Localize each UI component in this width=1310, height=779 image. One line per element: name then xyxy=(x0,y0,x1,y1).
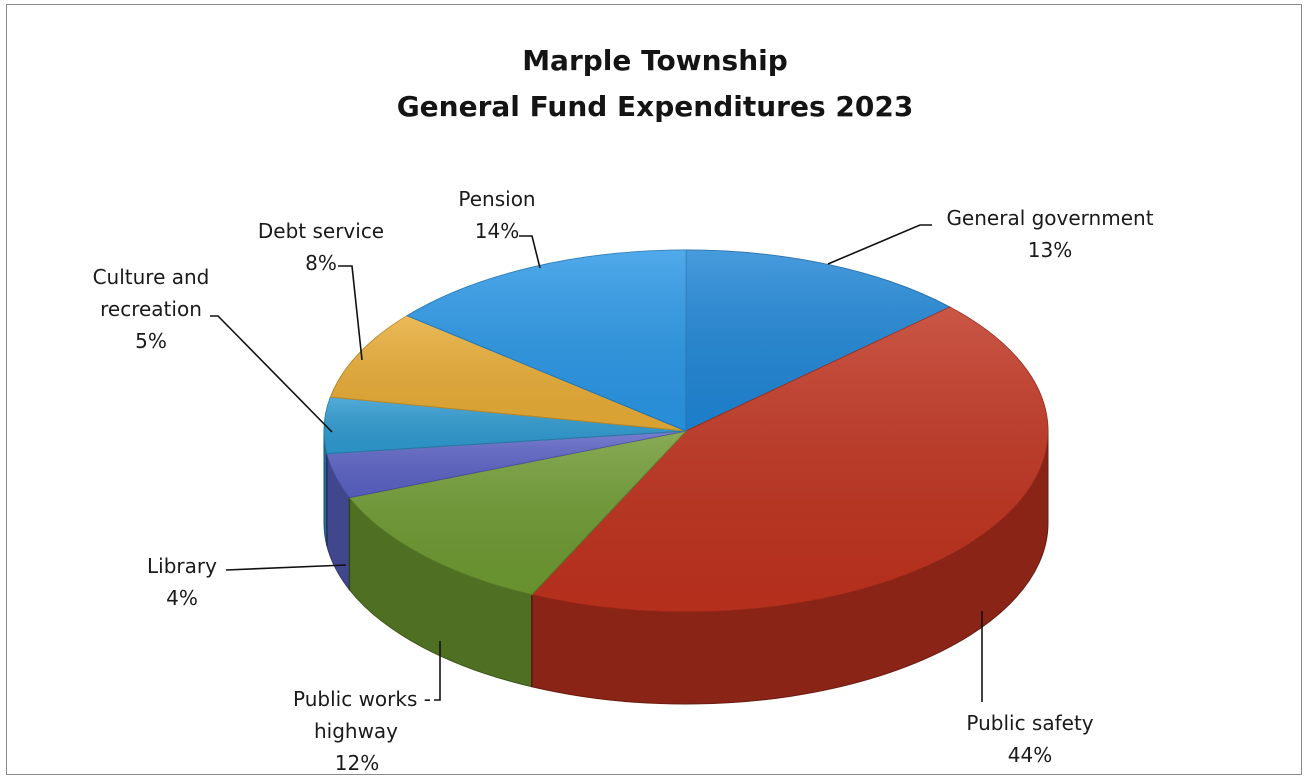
data-label-0-line-1: 13% xyxy=(1028,238,1072,262)
leader-line-4 xyxy=(210,315,333,433)
slice-shade-6 xyxy=(407,250,686,431)
leader-lines xyxy=(210,224,983,702)
data-label-4-line-1: recreation xyxy=(100,297,202,321)
data-label-6-line-1: 14% xyxy=(475,219,519,243)
leader-line-5 xyxy=(338,265,363,361)
data-label-5-line-1: 8% xyxy=(305,251,337,275)
data-label-1-line-0: Public safety xyxy=(966,711,1093,735)
leader-line-6 xyxy=(519,235,541,269)
leader-line-2 xyxy=(434,641,441,701)
slice-shade-2 xyxy=(349,431,686,595)
slice-shade-4 xyxy=(324,397,686,454)
slice-shade-0 xyxy=(686,250,950,431)
data-label-0-line-0: General government xyxy=(946,206,1153,230)
data-label-5-line-0: Debt service xyxy=(258,219,384,243)
chart-subtitle: General Fund Expenditures 2023 xyxy=(396,90,914,123)
data-labels: General government 13% Public safety 44% Pub… xyxy=(93,187,1154,775)
slice-shade-5 xyxy=(330,315,686,431)
data-label-4-line-0: Culture and xyxy=(93,265,210,289)
slice-shade-3 xyxy=(326,431,686,498)
data-label-3-line-1: 4% xyxy=(166,586,198,610)
data-label-2-line-1: highway xyxy=(314,719,398,743)
data-label-2-line-2: 12% xyxy=(335,751,379,775)
chart-title: Marple Township xyxy=(522,44,788,77)
data-label-6-line-0: Pension xyxy=(458,187,535,211)
slice-shade-1 xyxy=(531,307,1048,612)
data-label-2-line-0: Public works - xyxy=(293,687,431,711)
data-label-1-line-1: 44% xyxy=(1008,743,1052,767)
leader-line-3 xyxy=(225,564,347,571)
chart-title-block: Marple Township General Fund Expenditure… xyxy=(0,38,1310,130)
data-label-4-line-2: 5% xyxy=(135,329,167,353)
leader-line-0 xyxy=(827,224,932,265)
data-label-3-line-0: Library xyxy=(147,554,217,578)
pie-slices xyxy=(323,249,1049,613)
